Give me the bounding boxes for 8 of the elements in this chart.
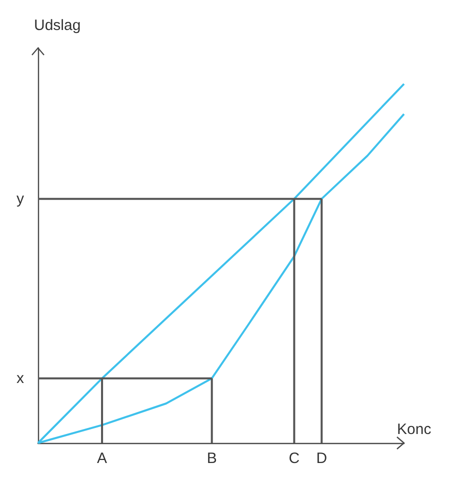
series-label: y — [16, 190, 24, 208]
x-tick-label: C — [288, 450, 300, 467]
x-axis-title: Konc — [397, 421, 432, 438]
series-label: x — [16, 370, 24, 387]
x-tick-label: B — [206, 450, 217, 467]
x-tick-label: A — [97, 450, 108, 467]
y-axis-title: Udslag — [34, 17, 81, 34]
x-tick-label: D — [316, 450, 328, 467]
